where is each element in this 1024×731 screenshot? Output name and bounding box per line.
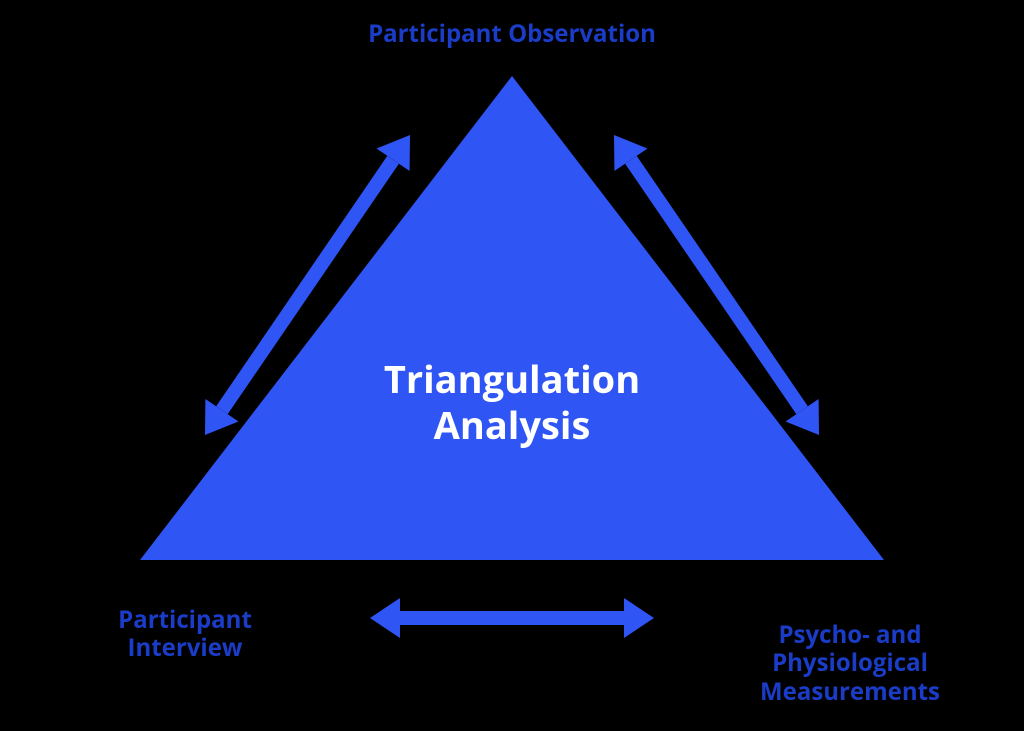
center-line2: Analysis [434,399,591,451]
diagram-canvas: Participant Observation Participant Inte… [0,0,1024,731]
vertex-label-top: Participant Observation [262,20,762,49]
vertex-top-line1: Participant Observation [368,17,656,50]
triangle-shape [140,76,884,560]
vertex-label-bottom-right: Psycho- and Physiological Measurements [710,621,990,707]
vertex-br-line3: Measurements [760,675,940,708]
vertex-bl-line2: Interview [128,631,243,664]
center-line1: Triangulation [384,353,640,405]
center-label: Triangulation Analysis [312,357,712,448]
double-arrow [370,598,654,638]
vertex-label-bottom-left: Participant Interview [55,606,315,664]
